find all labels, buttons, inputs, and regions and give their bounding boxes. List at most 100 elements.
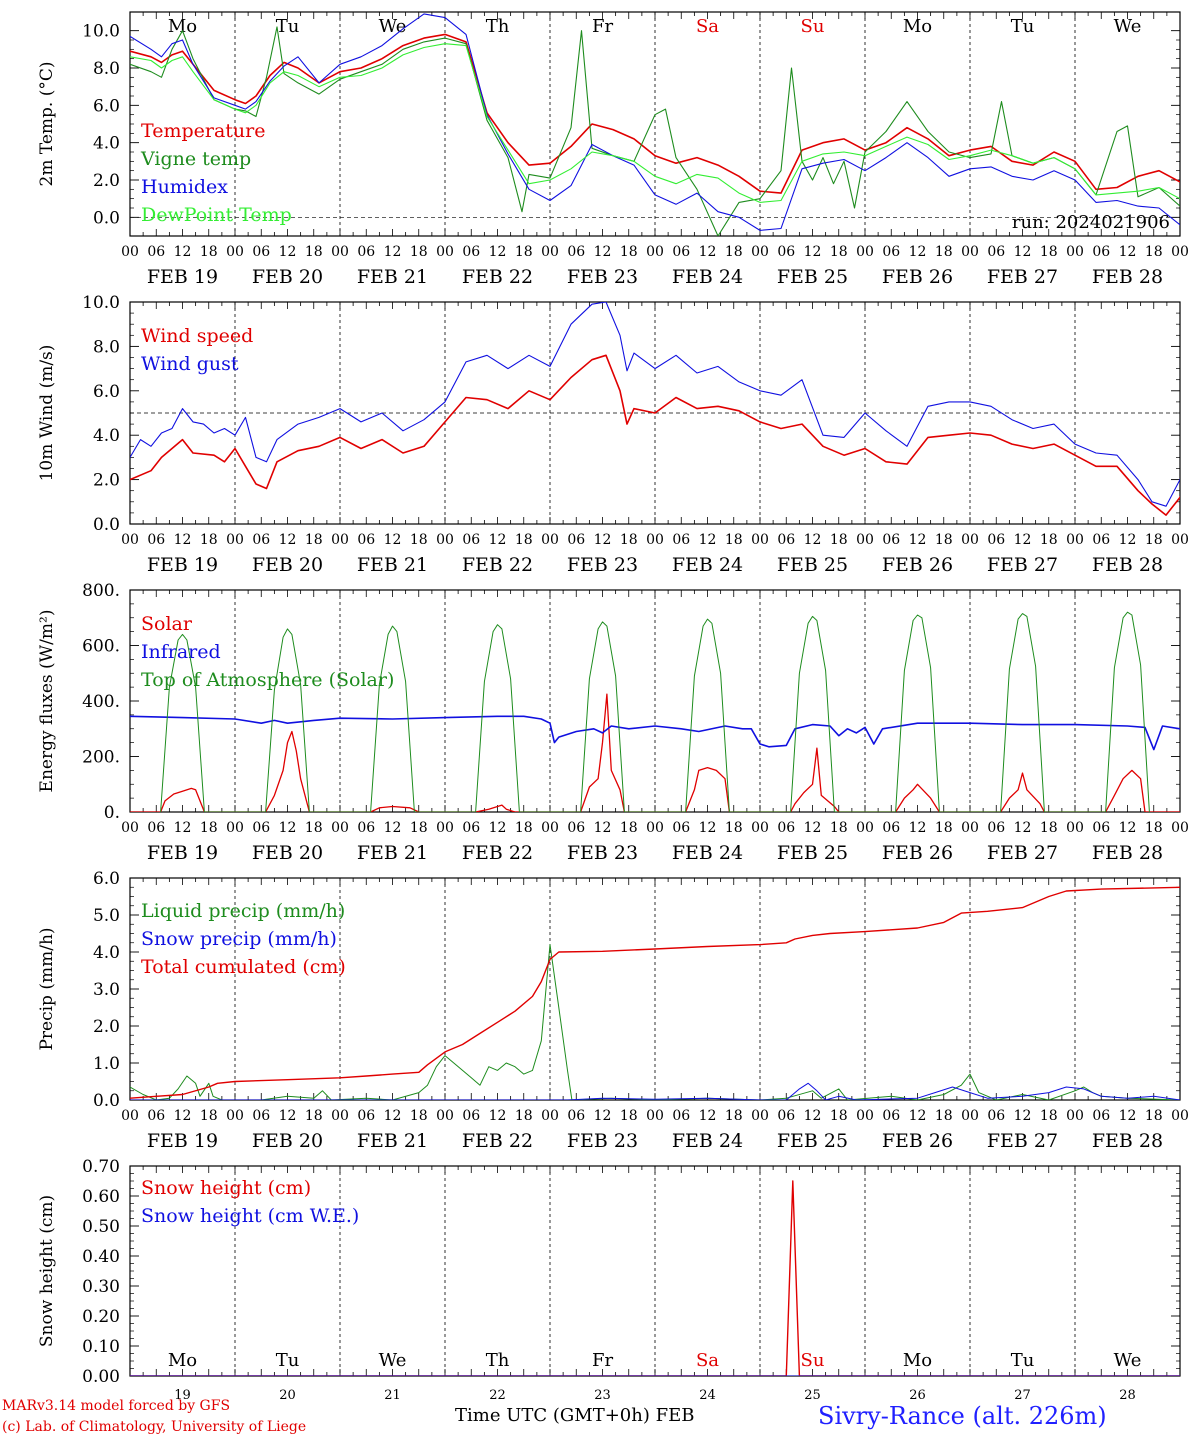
hour-tick-label: 00 <box>226 1108 244 1124</box>
day-number-label: 22 <box>489 1388 506 1403</box>
hour-tick-label: 12 <box>489 244 507 260</box>
hour-tick-label: 12 <box>279 532 297 548</box>
hour-tick-label: 06 <box>777 820 795 836</box>
y-tick-label: 5.0 <box>93 906 120 926</box>
hour-tick-label: 06 <box>462 1108 480 1124</box>
hour-tick-label: 00 <box>331 532 349 548</box>
date-label: FEB 21 <box>357 1130 428 1152</box>
hour-tick-label: 18 <box>515 1108 533 1124</box>
hour-tick-label: 12 <box>1014 820 1032 836</box>
legend-snow-precip-mm-h: Snow precip (mm/h) <box>141 928 337 950</box>
hour-tick-label: 06 <box>147 244 165 260</box>
date-label: FEB 20 <box>252 554 323 576</box>
hour-tick-label: 00 <box>751 244 769 260</box>
hour-tick-label: 06 <box>777 244 795 260</box>
hour-tick-label: 06 <box>672 1108 690 1124</box>
weekday-label: Sa <box>696 16 719 37</box>
y-axis-label: 10m Wind (m/s) <box>37 345 57 482</box>
weekday-label: Tu <box>276 1350 300 1371</box>
series-total-cumulated-cm <box>130 886 1180 1099</box>
y-tick-label: 4.0 <box>93 943 120 963</box>
hour-tick-label: 12 <box>699 1108 717 1124</box>
series-snow-precip-mm-h <box>130 1082 1180 1100</box>
hour-tick-label: 12 <box>594 532 612 548</box>
hour-tick-label: 06 <box>777 532 795 548</box>
hour-tick-label: 18 <box>515 244 533 260</box>
y-tick-label: 0.0 <box>93 208 120 228</box>
hour-tick-label: 18 <box>830 820 848 836</box>
hour-tick-label: 00 <box>331 820 349 836</box>
weekday-label: Sa <box>696 1350 719 1371</box>
hour-tick-label: 06 <box>567 244 585 260</box>
hour-tick-label: 00 <box>331 244 349 260</box>
legend-wind-speed: Wind speed <box>141 325 253 347</box>
weekday-label: Mo <box>903 1350 932 1371</box>
date-label: FEB 22 <box>462 1130 533 1152</box>
date-label: FEB 22 <box>462 842 533 864</box>
y-tick-label: 8.0 <box>93 59 120 79</box>
hour-tick-label: 12 <box>909 244 927 260</box>
hour-tick-label: 00 <box>751 532 769 548</box>
hour-tick-label: 12 <box>804 820 822 836</box>
date-label: FEB 23 <box>567 842 638 864</box>
day-number-label: 28 <box>1119 1388 1136 1403</box>
hour-tick-label: 12 <box>489 820 507 836</box>
hour-tick-label: 06 <box>777 1108 795 1124</box>
legend-total-cumulated-cm: Total cumulated (cm) <box>141 956 346 978</box>
hour-tick-label: 12 <box>804 244 822 260</box>
panel-wind: 0.0 2.0 4.0 6.0 8.0 10.0 10m Wind (m/s) 00 06 12 1… <box>37 293 1189 576</box>
hour-tick-label: 18 <box>305 1108 323 1124</box>
legend-wind-gust: Wind gust <box>141 353 239 375</box>
date-label: FEB 24 <box>672 842 743 864</box>
y-tick-label: 3.0 <box>93 980 120 1000</box>
hour-tick-label: 12 <box>1119 820 1137 836</box>
series-vigne-temp <box>130 26 1180 236</box>
hour-tick-label: 06 <box>1092 820 1110 836</box>
hour-tick-label: 12 <box>174 1108 192 1124</box>
series-wind-gust <box>130 302 1180 507</box>
date-label: FEB 20 <box>252 842 323 864</box>
day-number-label: 21 <box>384 1388 401 1403</box>
hour-tick-label: 06 <box>252 532 270 548</box>
hour-tick-label: 06 <box>672 820 690 836</box>
y-tick-label: 6.0 <box>93 382 120 402</box>
hour-tick-label: 06 <box>252 820 270 836</box>
hour-tick-label: 06 <box>147 1108 165 1124</box>
date-label: FEB 25 <box>777 266 848 288</box>
y-tick-label: 0.0 <box>93 1091 120 1111</box>
hour-tick-label: 06 <box>147 532 165 548</box>
hour-tick-label: 00 <box>961 820 979 836</box>
hour-tick-label: 18 <box>830 1108 848 1124</box>
hour-tick-label: 12 <box>1119 1108 1137 1124</box>
hour-tick-label: 00 <box>436 532 454 548</box>
hour-tick-label: 06 <box>357 244 375 260</box>
date-label: FEB 23 <box>567 1130 638 1152</box>
y-tick-label: 0.40 <box>82 1247 120 1267</box>
hour-tick-label: 00 <box>436 1108 454 1124</box>
y-tick-label: 8.0 <box>93 337 120 357</box>
hour-tick-label: 00 <box>121 244 139 260</box>
date-label: FEB 22 <box>462 554 533 576</box>
weekday-label: Tu <box>276 16 300 37</box>
hour-tick-label: 18 <box>200 1108 218 1124</box>
hour-tick-label: 00 <box>646 532 664 548</box>
hour-tick-label: 06 <box>567 1108 585 1124</box>
y-tick-label: 0.30 <box>82 1277 120 1297</box>
hour-tick-label: 12 <box>279 820 297 836</box>
y-tick-label: 10.0 <box>82 293 120 313</box>
weekday-label: Tu <box>1011 1350 1035 1371</box>
x-axis-title: Time UTC (GMT+0h) FEB <box>455 1405 695 1426</box>
hour-tick-label: 12 <box>699 532 717 548</box>
weekday-label: We <box>1114 16 1142 37</box>
hour-tick-label: 12 <box>909 1108 927 1124</box>
y-tick-label: 200. <box>82 748 120 768</box>
series-dewpoint-temp <box>130 43 1180 203</box>
hour-tick-label: 12 <box>174 244 192 260</box>
weekday-label: Th <box>486 1350 510 1371</box>
date-label: FEB 25 <box>777 1130 848 1152</box>
hour-tick-label: 18 <box>935 1108 953 1124</box>
hour-tick-label: 00 <box>961 532 979 548</box>
y-tick-label: 800. <box>82 581 120 601</box>
hour-tick-label: 00 <box>961 1108 979 1124</box>
